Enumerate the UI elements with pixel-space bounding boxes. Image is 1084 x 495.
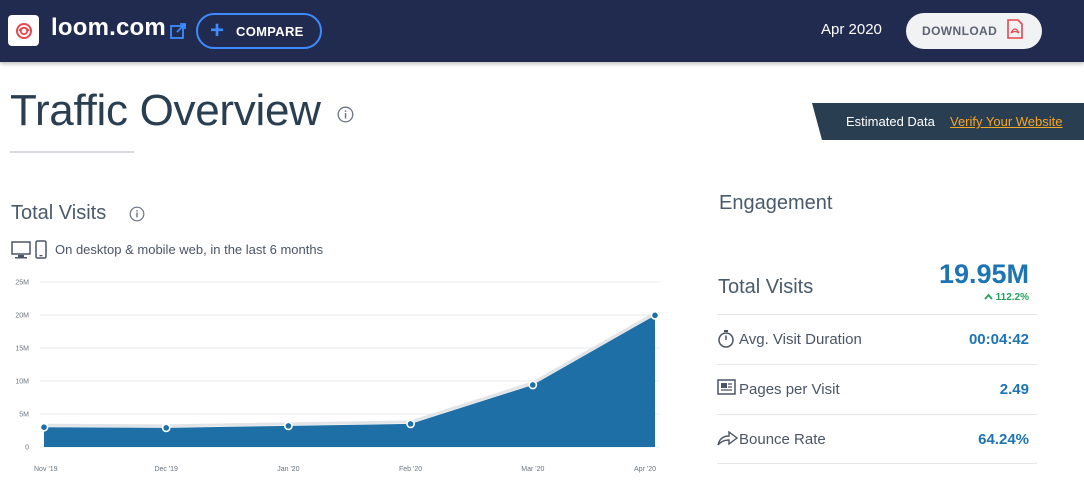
engagement-row-value: 2.49 <box>999 381 1029 398</box>
x-tick-label: Feb '20 <box>399 466 422 473</box>
y-tick-label: 25M <box>15 280 29 287</box>
engagement-row-bounce: Bounce Rate 64.24% <box>717 414 1037 464</box>
total-visits-title: Total Visits <box>11 202 107 224</box>
verify-website-link[interactable]: Verify Your Website <box>950 114 1063 129</box>
x-tick-label: Jan '20 <box>277 466 299 473</box>
plus-icon: + <box>210 17 225 44</box>
y-tick-label: 5M <box>19 412 29 419</box>
data-point <box>161 423 171 433</box>
device-icons <box>11 240 51 265</box>
external-link-icon[interactable] <box>169 22 187 40</box>
data-point <box>406 419 415 429</box>
page-title: Traffic Overview <box>10 86 321 135</box>
total-visits-change-value: 112.2% <box>995 292 1029 303</box>
date-selector[interactable]: Apr 2020 <box>821 21 882 38</box>
data-point <box>39 422 49 432</box>
compare-label: COMPARE <box>236 23 304 39</box>
download-button[interactable]: DOWNLOAD <box>906 13 1042 49</box>
engagement-title: Engagement <box>719 192 833 214</box>
arrow-up-icon <box>984 292 996 303</box>
engagement-total-visits-label: Total Visits <box>718 276 814 298</box>
site-favicon-icon <box>8 15 39 46</box>
engagement-total-visits-value: 19.95M <box>938 259 1029 289</box>
y-tick-label: 20M <box>15 313 29 320</box>
data-point <box>528 380 538 390</box>
engagement-row-label: Avg. Visit Duration <box>739 331 862 348</box>
site-domain: loom.com <box>51 14 166 41</box>
bounce-arrow-icon <box>717 429 739 452</box>
stopwatch-icon <box>717 329 735 354</box>
area-series <box>44 315 655 447</box>
data-point <box>283 421 293 431</box>
engagement-row-label: Bounce Rate <box>739 431 826 448</box>
y-tick-label: 10M <box>15 379 29 386</box>
desktop-icon <box>11 241 31 259</box>
total-visits-change: 112.2% <box>984 292 1029 303</box>
y-tick-label: 0 <box>25 445 29 452</box>
title-divider <box>10 151 134 153</box>
engagement-row-pages: Pages per Visit 2.49 <box>717 364 1037 414</box>
engagement-row-value: 64.24% <box>978 431 1029 448</box>
download-label: DOWNLOAD <box>922 24 998 38</box>
x-tick-label: Mar '20 <box>521 466 544 473</box>
x-tick-label: Dec '19 <box>154 466 178 473</box>
total-visits-chart: 0 5M 10M 15M 20M 25M Nov '19 Dec '19 Jan '20 Feb … <box>15 280 660 473</box>
engagement-divider <box>717 463 1037 464</box>
series-line <box>43 312 656 428</box>
info-icon[interactable] <box>337 106 354 128</box>
estimated-data-label: Estimated Data <box>846 114 935 129</box>
x-tick-label: Apr '20 <box>634 466 656 473</box>
pages-icon <box>717 379 737 402</box>
x-tick-label: Nov '19 <box>34 466 58 473</box>
total-visits-subtitle: On desktop & mobile web, in the last 6 m… <box>55 242 324 257</box>
pdf-icon <box>1007 18 1024 44</box>
info-icon[interactable] <box>129 206 145 227</box>
compare-button[interactable]: + COMPARE <box>196 13 322 49</box>
top-bar: loom.com + COMPARE Apr 2020 DOWNLOAD <box>0 0 1084 62</box>
y-tick-label: 15M <box>15 346 29 353</box>
engagement-row-label: Pages per Visit <box>739 381 840 398</box>
mobile-icon <box>35 240 47 259</box>
engagement-row-duration: Avg. Visit Duration 00:04:42 <box>717 314 1037 364</box>
engagement-row-value: 00:04:42 <box>968 331 1029 348</box>
data-point <box>650 310 660 320</box>
estimated-data-banner: Estimated Data Verify Your Website <box>808 103 1084 140</box>
